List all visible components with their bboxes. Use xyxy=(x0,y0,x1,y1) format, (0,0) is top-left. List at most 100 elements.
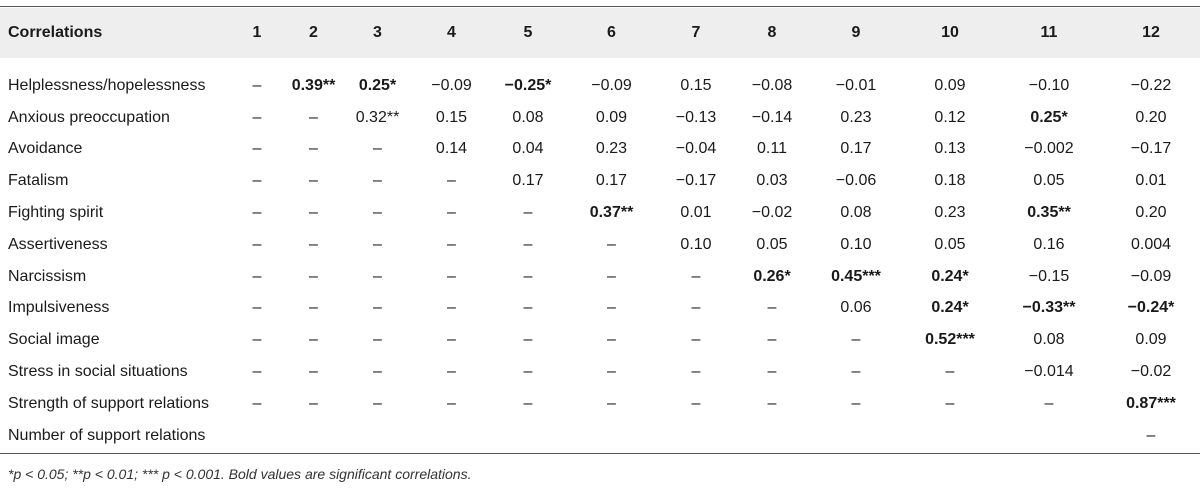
correlation-cell: – xyxy=(691,394,701,412)
correlation-cell: – xyxy=(252,363,262,381)
correlation-cell: 0.08 xyxy=(512,108,544,126)
table-row: Strength of support relations – – – – – – – – – – –… xyxy=(0,388,1200,420)
correlation-cell: 0.14 xyxy=(435,140,468,158)
correlation-cell xyxy=(736,420,808,452)
correlation-cell: – xyxy=(309,331,318,349)
table-row: Assertiveness – – – – – – 0.10 0.05 0.10 0.05 0.16 0… xyxy=(0,229,1200,261)
row-label: Number of support relations xyxy=(8,426,206,444)
correlation-cell: 0.04 xyxy=(512,140,544,158)
correlation-cell xyxy=(286,420,341,452)
correlation-cell: – xyxy=(447,267,456,285)
table-row: Fighting spirit – – – – – 0.37** 0.01 −0.02 0.08 0… xyxy=(0,197,1200,229)
column-header: 9 xyxy=(851,24,861,41)
correlation-cell: – xyxy=(767,331,777,349)
correlation-cell: – xyxy=(523,299,533,317)
header-row: Correlations 1 2 3 4 5 6 7 8 9 10 11 12 xyxy=(0,8,1200,58)
correlation-cell: −0.24* xyxy=(1127,299,1175,317)
correlation-cell: – xyxy=(252,267,262,285)
table-row: Number of support relations – xyxy=(0,420,1200,452)
correlation-cell: – xyxy=(607,235,616,253)
correlation-cell: – xyxy=(767,363,777,381)
table-row: Impulsiveness – – – – – – – – 0.06 0.24* −0.33** −0.… xyxy=(0,293,1200,325)
correlation-cell: −0.06 xyxy=(835,172,877,190)
correlation-cell: – xyxy=(767,299,777,317)
correlation-cell: 0.24* xyxy=(931,299,969,317)
correlation-cell: 0.15 xyxy=(680,76,712,94)
correlation-cell: – xyxy=(691,299,701,317)
correlation-cell xyxy=(228,420,286,452)
row-label: Stress in social situations xyxy=(8,363,188,381)
correlation-cell: 0.05 xyxy=(756,235,788,253)
correlation-cell: 0.08 xyxy=(1033,331,1065,349)
correlation-cell: – xyxy=(447,363,456,381)
correlation-cell: – xyxy=(373,235,382,253)
row-label: Assertiveness xyxy=(8,235,108,253)
correlation-cell: – xyxy=(309,394,318,412)
correlation-cell: – xyxy=(691,363,701,381)
correlation-cell xyxy=(808,420,904,452)
top-rule xyxy=(0,6,1200,7)
table-body: Helplessness/hopelessness – 0.39** 0.25* −0.… xyxy=(0,58,1200,452)
correlation-cell: – xyxy=(373,204,382,222)
correlation-cell: 0.20 xyxy=(1135,204,1167,222)
correlation-cell: – xyxy=(309,235,318,253)
column-header: 2 xyxy=(309,24,318,41)
correlation-cell: 0.37** xyxy=(589,204,634,222)
column-header: 11 xyxy=(1040,24,1058,41)
correlation-cell: – xyxy=(523,363,533,381)
correlation-cell: – xyxy=(607,299,616,317)
corner-header: Correlations xyxy=(8,24,103,41)
correlation-cell: 0.05 xyxy=(1033,172,1065,190)
correlation-cell: – xyxy=(309,108,318,126)
correlation-cell: −0.17 xyxy=(675,172,717,190)
correlation-cell: – xyxy=(851,363,861,381)
correlation-cell: −0.08 xyxy=(751,76,793,94)
correlation-table: Correlations 1 2 3 4 5 6 7 8 9 10 11 12 Helplessnes… xyxy=(0,8,1200,452)
correlation-cell: −0.04 xyxy=(675,140,717,158)
correlation-cell: 0.01 xyxy=(1135,172,1167,190)
correlation-cell: – xyxy=(373,299,382,317)
correlation-cell xyxy=(414,420,489,452)
correlation-cell: – xyxy=(691,331,701,349)
correlation-cell: 0.09 xyxy=(595,108,628,126)
correlation-cell: 0.87*** xyxy=(1126,394,1176,412)
correlation-cell: 0.18 xyxy=(934,172,966,190)
correlation-cell: – xyxy=(767,394,777,412)
correlation-cell: – xyxy=(945,394,955,412)
correlation-cell: – xyxy=(309,204,318,222)
column-header: 5 xyxy=(523,24,533,41)
correlation-cell: – xyxy=(607,331,616,349)
correlation-cell xyxy=(567,420,656,452)
correlation-cell: – xyxy=(851,394,861,412)
table-row: Social image – – – – – – – – – 0.52*** 0.08 0.09 xyxy=(0,324,1200,356)
correlation-cell: 0.23 xyxy=(934,204,966,222)
correlation-cell: 0.03 xyxy=(756,172,788,190)
correlation-cell: – xyxy=(523,235,533,253)
correlation-cell: 0.24* xyxy=(931,267,969,285)
correlation-cell: – xyxy=(252,140,262,158)
correlation-cell xyxy=(341,420,414,452)
correlation-cell: 0.10 xyxy=(840,235,872,253)
correlation-cell: – xyxy=(523,267,533,285)
column-header: 6 xyxy=(607,24,616,41)
correlation-cell: – xyxy=(1146,426,1156,444)
correlation-cell: – xyxy=(252,331,262,349)
correlation-cell: 0.45*** xyxy=(831,267,881,285)
correlation-cell: −0.15 xyxy=(1028,267,1070,285)
correlation-cell: −0.22 xyxy=(1130,76,1172,94)
correlation-cell: −0.09 xyxy=(591,76,632,94)
column-header: 1 xyxy=(252,24,262,41)
correlation-cell: 0.32** xyxy=(355,108,400,126)
correlation-cell: −0.02 xyxy=(751,204,793,222)
row-label: Social image xyxy=(8,331,100,349)
correlation-cell: −0.17 xyxy=(1130,140,1172,158)
correlation-cell: – xyxy=(309,299,318,317)
correlation-cell: 0.15 xyxy=(435,108,468,126)
table-row: Fatalism – – – – 0.17 0.17 −0.17 0.03 −0.06 0.18 0.… xyxy=(0,165,1200,197)
correlation-cell: 0.52*** xyxy=(925,331,975,349)
row-label: Fatalism xyxy=(8,172,69,190)
correlation-cell: – xyxy=(252,204,262,222)
table-row: Narcissism – – – – – – – 0.26* 0.45*** 0.24* −0.15 −… xyxy=(0,261,1200,293)
correlation-cell: – xyxy=(851,331,861,349)
